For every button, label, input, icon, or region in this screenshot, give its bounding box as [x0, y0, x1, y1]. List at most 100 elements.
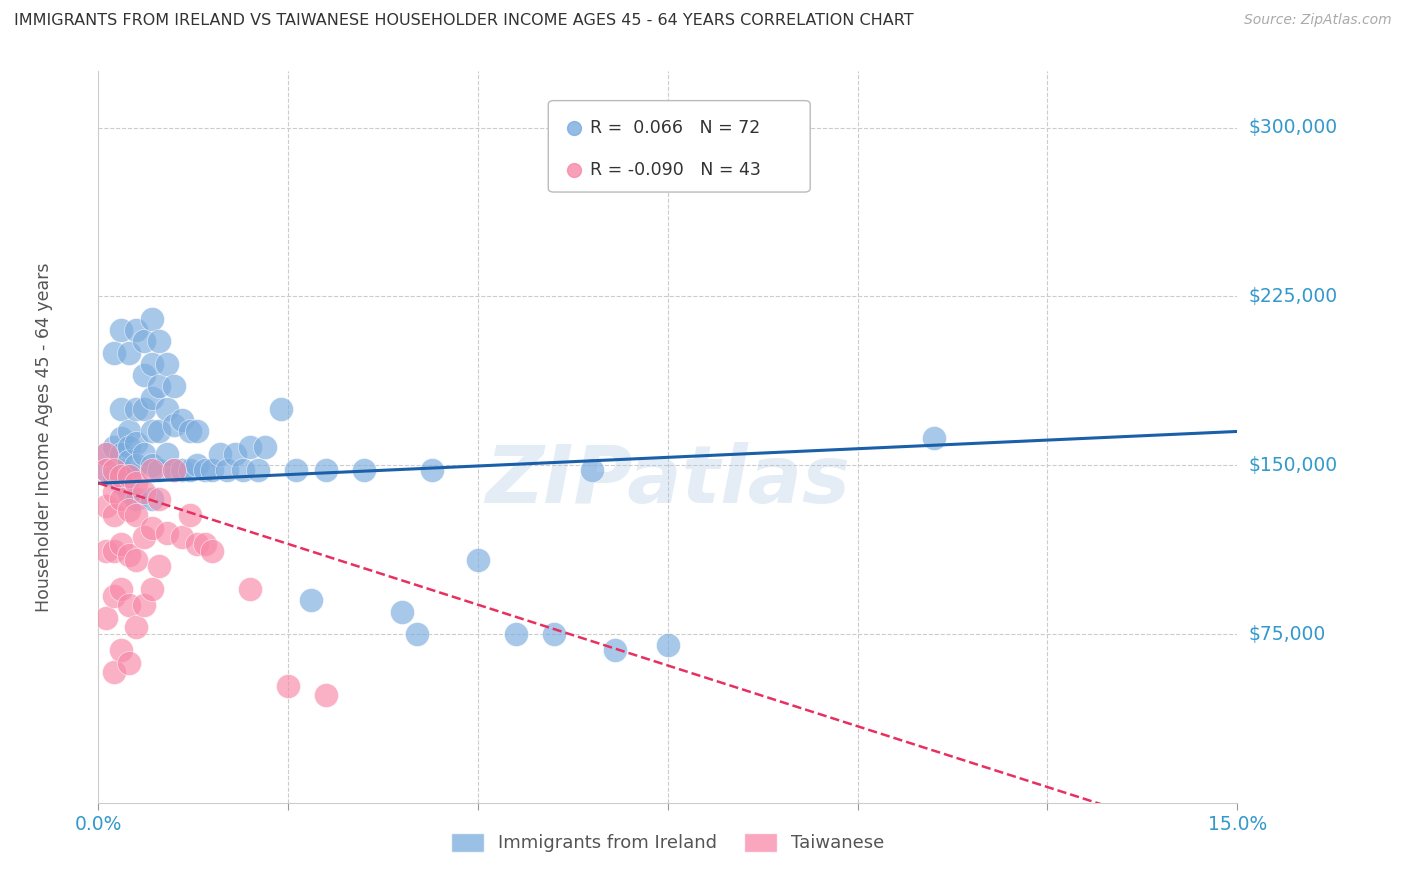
Point [103, 440, 125, 454]
Point [110, 642, 132, 657]
Point [141, 463, 163, 477]
Point [505, 627, 527, 641]
Point [110, 323, 132, 337]
Point [103, 589, 125, 603]
Point [141, 425, 163, 439]
Point [170, 463, 193, 477]
Point [94, 499, 117, 513]
Point [141, 391, 163, 405]
Point [118, 485, 141, 500]
Point [94, 463, 117, 477]
Text: R =  0.066   N = 72: R = 0.066 N = 72 [591, 119, 761, 136]
Point [110, 476, 132, 491]
Point [132, 447, 155, 461]
Point [118, 425, 141, 439]
Point [179, 463, 201, 477]
Point [422, 463, 444, 477]
Point [110, 537, 132, 551]
Point [467, 553, 489, 567]
Point [208, 447, 231, 461]
Point [299, 593, 322, 607]
Point [118, 453, 141, 467]
Point [315, 463, 337, 477]
Point [103, 508, 125, 522]
Point [132, 598, 155, 612]
Point [110, 491, 132, 506]
Point [922, 431, 945, 445]
Point [141, 458, 163, 473]
Point [194, 463, 217, 477]
Text: ZIPatlas: ZIPatlas [485, 442, 851, 520]
Point [239, 440, 262, 454]
Point [118, 503, 141, 517]
Point [125, 435, 148, 450]
Point [163, 463, 186, 477]
Point [103, 463, 125, 477]
Text: $225,000: $225,000 [1249, 287, 1337, 306]
Point [186, 425, 208, 439]
Point [110, 469, 132, 483]
Point [132, 401, 155, 416]
Point [148, 491, 170, 506]
Point [224, 447, 246, 461]
Point [148, 463, 170, 477]
Point [201, 463, 224, 477]
Point [186, 458, 208, 473]
Text: Householder Income Ages 45 - 64 years: Householder Income Ages 45 - 64 years [35, 262, 53, 612]
Point [156, 447, 179, 461]
Point [103, 665, 125, 680]
Point [186, 537, 208, 551]
Point [201, 543, 224, 558]
Point [103, 469, 125, 483]
FancyBboxPatch shape [548, 101, 810, 192]
Point [239, 582, 262, 596]
Point [141, 582, 163, 596]
Point [254, 440, 277, 454]
Text: $150,000: $150,000 [1249, 456, 1337, 475]
Point [118, 345, 141, 359]
Point [141, 521, 163, 535]
Point [148, 334, 170, 349]
Point [94, 543, 117, 558]
Text: Source: ZipAtlas.com: Source: ZipAtlas.com [1244, 13, 1392, 28]
Point [125, 491, 148, 506]
Point [581, 463, 603, 477]
Point [156, 401, 179, 416]
Point [125, 620, 148, 634]
Point [132, 530, 155, 544]
Point [163, 463, 186, 477]
Point [118, 440, 141, 454]
Point [118, 548, 141, 562]
Point [156, 525, 179, 540]
Point [141, 312, 163, 326]
Point [141, 491, 163, 506]
Point [125, 458, 148, 473]
Point [163, 379, 186, 393]
Text: $75,000: $75,000 [1249, 624, 1326, 643]
Point [391, 605, 413, 619]
Point [125, 476, 148, 491]
Point [110, 431, 132, 445]
Point [110, 447, 132, 461]
Point [170, 530, 193, 544]
Point [148, 379, 170, 393]
Point [170, 413, 193, 427]
Point [110, 401, 132, 416]
Point [94, 611, 117, 625]
Point [194, 537, 217, 551]
Point [103, 543, 125, 558]
Point [125, 553, 148, 567]
Point [315, 688, 337, 702]
Text: $300,000: $300,000 [1249, 118, 1337, 137]
Point [657, 638, 679, 652]
Text: R = -0.090   N = 43: R = -0.090 N = 43 [591, 161, 761, 179]
Legend: Immigrants from Ireland, Taiwanese: Immigrants from Ireland, Taiwanese [444, 826, 891, 860]
Point [246, 463, 269, 477]
Point [141, 357, 163, 371]
Point [148, 559, 170, 574]
Point [179, 508, 201, 522]
Point [125, 323, 148, 337]
Point [103, 485, 125, 500]
Point [110, 582, 132, 596]
Point [543, 627, 565, 641]
